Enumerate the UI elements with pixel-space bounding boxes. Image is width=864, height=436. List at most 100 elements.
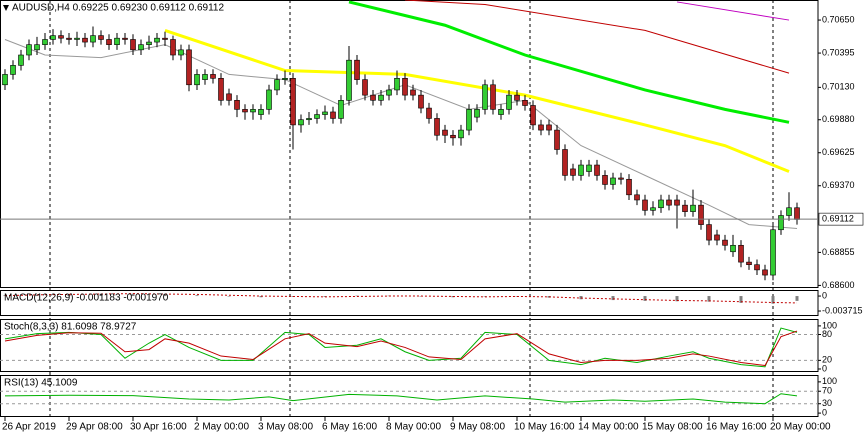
candle-body	[650, 207, 656, 211]
y-tick-label: 100	[822, 376, 837, 386]
x-tick-label: 6 May 16:00	[322, 422, 377, 433]
candle-body	[426, 107, 432, 119]
candle-body	[634, 194, 640, 201]
candle-body	[274, 79, 280, 91]
macd-bar	[707, 296, 711, 302]
candle-body	[434, 118, 440, 136]
candle-body	[530, 105, 536, 126]
macd-bar	[163, 294, 167, 297]
current-price-box	[818, 212, 864, 226]
candle-body	[362, 79, 368, 96]
y-tick-label: 0.69370	[822, 180, 855, 190]
candle-body	[194, 74, 200, 86]
candle-body	[594, 164, 600, 176]
candle-body	[690, 204, 696, 212]
y-tick-label: 0.70395	[822, 47, 855, 57]
candle-body	[410, 89, 416, 96]
candle-body	[130, 39, 136, 51]
candle-body	[346, 59, 352, 101]
candle-body	[202, 74, 208, 80]
candle-body	[74, 37, 80, 40]
candle-body	[306, 118, 312, 121]
candle-body	[514, 94, 520, 101]
candle-body	[314, 114, 320, 119]
macd-bar	[195, 295, 199, 297]
candle-body	[738, 244, 744, 263]
candle-body	[370, 94, 376, 101]
candle-body	[386, 89, 392, 96]
candle-body	[546, 124, 552, 131]
y-tick-label: 0.70650	[822, 14, 855, 24]
x-tick-label: 15 May 08:00	[642, 422, 703, 433]
candle-body	[450, 134, 456, 139]
panel-title: MACD(12,26,9) -0.001183 -0.001970	[4, 293, 169, 304]
candle-body	[154, 37, 160, 43]
macd-signal	[4, 293, 798, 304]
indicator-line	[4, 327, 798, 368]
candle-body	[730, 244, 736, 253]
macd-bar	[611, 296, 615, 301]
candle-body	[170, 39, 176, 56]
candle-body	[330, 111, 336, 119]
x-tick-label: 20 May 00:00	[770, 422, 831, 433]
y-tick-label: 80	[822, 329, 832, 339]
macd-bar	[355, 295, 359, 297]
candle-body	[418, 94, 424, 109]
candle-body	[714, 234, 720, 241]
x-tick-label: 30 Apr 16:00	[130, 422, 187, 433]
candle-body	[522, 100, 528, 106]
candle-body	[234, 100, 240, 110]
y-tick-label: 20	[822, 355, 832, 365]
candle-body	[82, 37, 88, 43]
candle-body	[698, 204, 704, 225]
candle-body	[178, 49, 184, 56]
macd-bar	[739, 296, 743, 303]
macd-bar	[99, 293, 103, 297]
candle-body	[210, 74, 216, 79]
macd-bar	[483, 296, 487, 297]
y-tick-label: -0.003715	[822, 305, 863, 315]
candle-body	[378, 94, 384, 101]
candle-body	[298, 119, 304, 126]
y-tick-label: 0.68600	[822, 280, 855, 290]
y-tick-label: 30	[822, 398, 832, 408]
candle-body	[554, 129, 560, 150]
candle-body	[618, 177, 624, 180]
candle-body	[402, 78, 408, 96]
macd-bar	[131, 293, 135, 297]
macd-bar	[675, 296, 679, 302]
y-tick-label: 0	[822, 290, 827, 300]
indicator-line	[348, 0, 790, 124]
candle-body	[354, 59, 360, 80]
candle-body	[50, 35, 56, 40]
candle-body	[34, 44, 40, 51]
x-tick-label: 2 May 00:00	[194, 422, 249, 433]
candle-body	[186, 49, 192, 86]
candle-body	[146, 41, 152, 45]
y-tick-label: 0.69880	[822, 114, 855, 124]
macd-bar	[67, 294, 71, 297]
panel-title: AUDUSD,H4 0.69225 0.69230 0.69112 0.6911…	[12, 3, 224, 14]
x-tick-label: 3 May 08:00	[258, 422, 313, 433]
y-tick-label: 0	[822, 363, 827, 373]
candle-body	[722, 239, 728, 246]
candle-body	[18, 54, 24, 66]
candle-body	[778, 215, 784, 231]
candle-body	[98, 35, 104, 40]
candle-body	[10, 65, 16, 75]
y-tick-label: 0.68855	[822, 247, 855, 257]
candle-body	[442, 129, 448, 136]
candle-body	[218, 78, 224, 101]
candle-body	[106, 39, 112, 45]
candle-body	[226, 93, 232, 101]
candle-body	[138, 44, 144, 51]
indicator-line	[4, 393, 798, 405]
candle-body	[282, 78, 288, 80]
candle-body	[26, 44, 32, 56]
candle-body	[682, 204, 688, 212]
candle-body	[458, 129, 464, 139]
x-tick-label: 10 May 16:00	[514, 422, 575, 433]
candle-body	[338, 100, 344, 119]
